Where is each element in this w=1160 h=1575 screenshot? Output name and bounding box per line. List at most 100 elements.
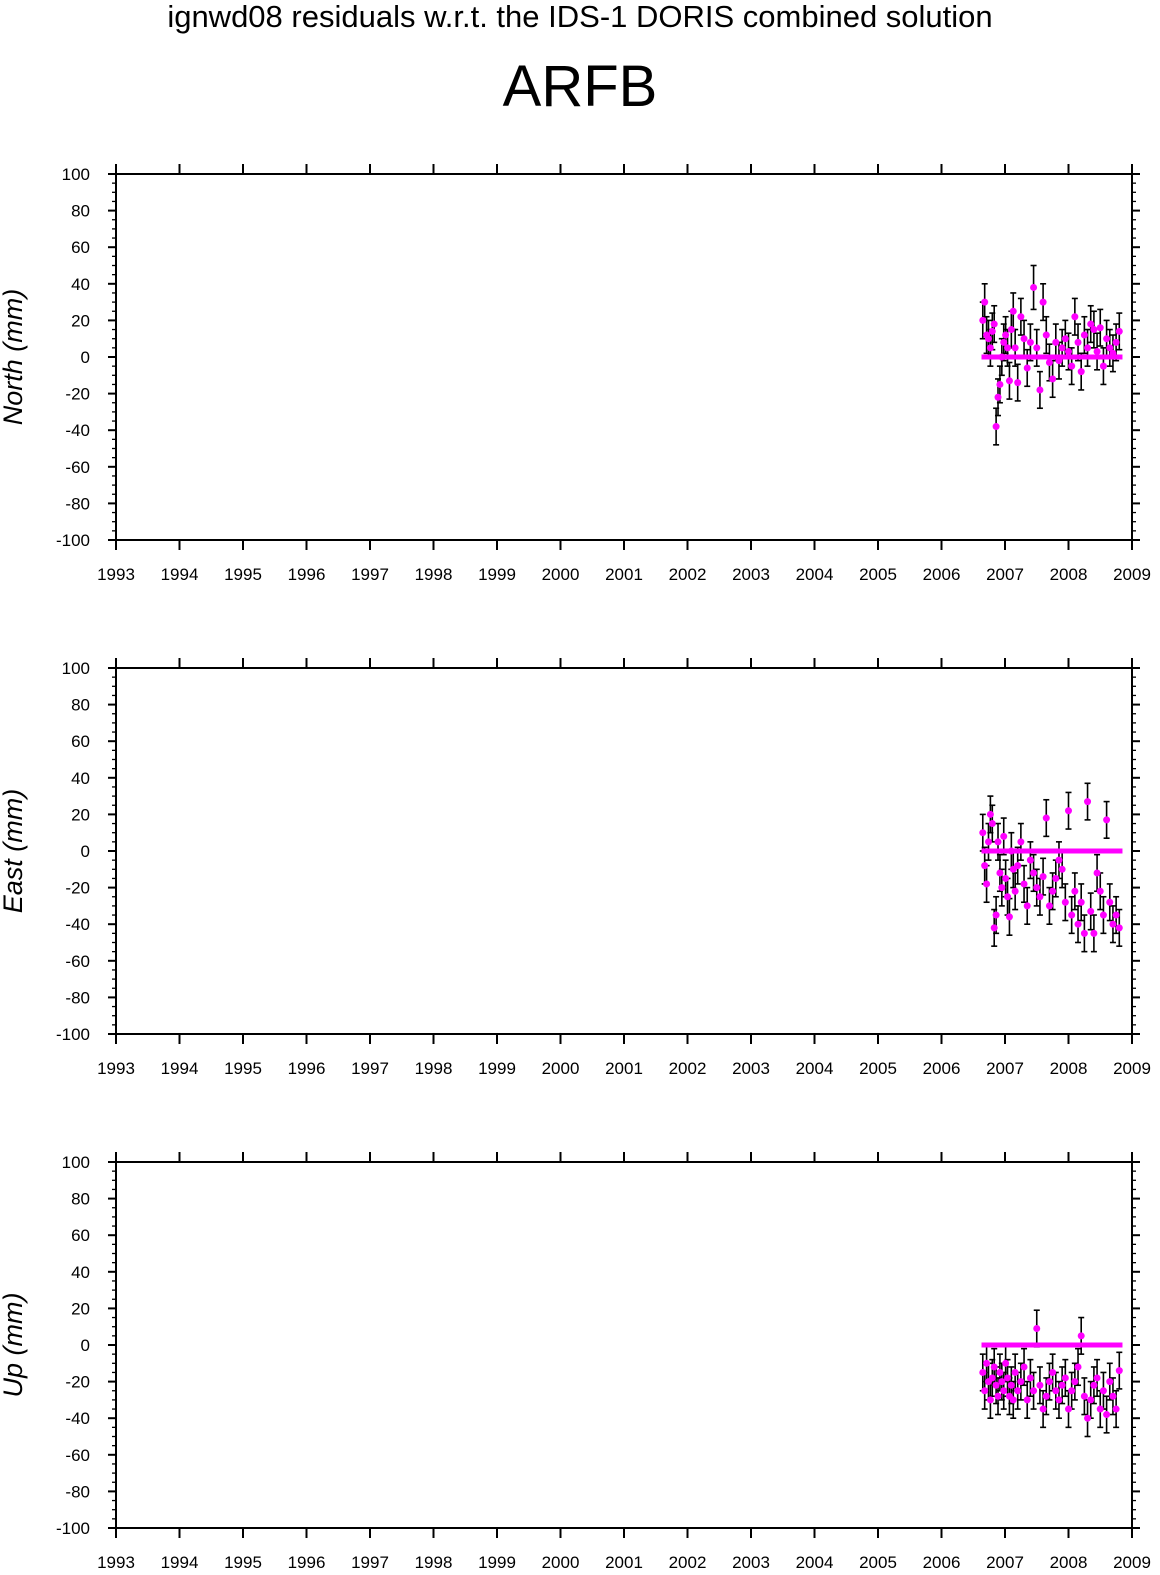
- data-point: [1007, 847, 1015, 855]
- data-point: [1068, 911, 1076, 919]
- data-point: [1074, 920, 1082, 928]
- data-point: [1115, 327, 1123, 335]
- data-point: [1068, 362, 1076, 370]
- x-tick-label: 2004: [796, 1059, 834, 1078]
- y-tick-label: 100: [62, 1153, 90, 1172]
- data-point: [1002, 331, 1010, 339]
- plot-panel-1: 1993 1994 1995 1996 1997 1998 1999 2000 2001 2002…: [0, 658, 1151, 1078]
- y-tick-label: -60: [65, 458, 90, 477]
- plot-panel-2: 1993 1994 1995 1996 1997 1998 1999 2000 2001 2002…: [0, 1152, 1151, 1572]
- data-point: [1011, 344, 1019, 352]
- data-point: [1077, 1332, 1085, 1340]
- x-tick-label: 1993: [97, 1553, 135, 1572]
- data-point: [1087, 320, 1095, 328]
- x-tick-label: 1996: [288, 565, 326, 584]
- data-point: [1042, 1392, 1050, 1400]
- data-point: [986, 344, 994, 352]
- y-tick-label: 0: [81, 1336, 90, 1355]
- data-point: [1093, 869, 1101, 877]
- data-point: [1065, 807, 1072, 815]
- data-point: [1020, 880, 1028, 888]
- y-tick-label: 100: [62, 659, 90, 678]
- data-point: [1023, 364, 1031, 372]
- data-point: [1036, 893, 1044, 901]
- data-point: [1023, 902, 1031, 910]
- data-point: [1004, 893, 1012, 901]
- data-point: [1115, 924, 1123, 932]
- plot-frame: [115, 1161, 1133, 1529]
- x-tick-label: 1994: [161, 1059, 199, 1078]
- data-point: [1084, 798, 1092, 806]
- x-tick-label: 2008: [1050, 1059, 1088, 1078]
- y-tick-label: -60: [65, 1446, 90, 1465]
- x-tick-label: 2005: [859, 565, 897, 584]
- data-point: [1002, 874, 1010, 882]
- data-point: [1074, 1363, 1082, 1371]
- data-point: [1090, 1381, 1098, 1389]
- data-point: [1009, 1396, 1017, 1404]
- data-point: [1014, 1387, 1022, 1395]
- data-point: [1007, 326, 1015, 334]
- data-point: [1080, 1392, 1088, 1400]
- data-point: [1036, 1381, 1044, 1389]
- data-point: [1000, 338, 1008, 346]
- data-point: [986, 1396, 994, 1404]
- y-tick-label: -80: [65, 988, 90, 1007]
- x-tick-label: 2007: [986, 565, 1024, 584]
- data-point: [1033, 1325, 1041, 1333]
- x-tick-label: 2009: [1113, 565, 1151, 584]
- x-tick-label: 2006: [923, 565, 961, 584]
- data-point: [1052, 338, 1060, 346]
- x-tick-label: 2000: [542, 1553, 580, 1572]
- data-point: [1033, 884, 1041, 892]
- data-point: [1061, 898, 1069, 906]
- data-point: [1011, 887, 1019, 895]
- data-point: [1039, 298, 1047, 306]
- data-point: [1065, 348, 1072, 356]
- data-point: [1045, 1378, 1053, 1386]
- data-point: [1026, 338, 1034, 346]
- x-tick-label: 2007: [986, 1059, 1024, 1078]
- x-tick-label: 2001: [605, 1553, 643, 1572]
- y-tick-label: 80: [71, 202, 90, 221]
- x-tick-label: 2000: [542, 1059, 580, 1078]
- x-tick-label: 1995: [224, 1059, 262, 1078]
- y-tick-label: 40: [71, 275, 90, 294]
- x-tick-label: 2001: [605, 565, 643, 584]
- data-point: [990, 924, 998, 932]
- data-point: [990, 320, 998, 328]
- figure-title: ignwd08 residuals w.r.t. the IDS-1 DORIS…: [167, 0, 993, 34]
- data-point: [1009, 307, 1017, 315]
- y-tick-label: -100: [56, 531, 90, 550]
- data-point: [998, 353, 1006, 361]
- data-point: [1049, 1368, 1057, 1376]
- data-point: [996, 869, 1004, 877]
- x-tick-label: 1994: [161, 1553, 199, 1572]
- data-point: [981, 862, 989, 870]
- data-point: [994, 838, 1002, 846]
- data-point: [1084, 1414, 1092, 1422]
- data-point: [1068, 1387, 1076, 1395]
- y-tick-label: -20: [65, 1373, 90, 1392]
- data-point: [1071, 313, 1079, 321]
- y-axis-label: North (mm): [0, 289, 28, 426]
- data-point: [1017, 838, 1025, 846]
- plot-frame: [115, 667, 1133, 1035]
- data-point: [994, 393, 1002, 401]
- data-point: [1087, 1396, 1095, 1404]
- y-tick-label: -20: [65, 385, 90, 404]
- data-point: [998, 1378, 1006, 1386]
- data-point: [994, 1392, 1002, 1400]
- data-point: [1055, 357, 1063, 365]
- data-point: [1103, 1411, 1111, 1419]
- data-point: [1077, 368, 1085, 376]
- x-tick-label: 1999: [478, 565, 516, 584]
- y-tick-label: 20: [71, 311, 90, 330]
- x-tick-label: 2005: [859, 1553, 897, 1572]
- data-point: [990, 1363, 998, 1371]
- data-point: [1014, 379, 1022, 387]
- x-tick-label: 2003: [732, 1059, 770, 1078]
- y-tick-label: 20: [71, 1299, 90, 1318]
- data-point: [1004, 344, 1012, 352]
- x-tick-label: 2009: [1113, 1553, 1151, 1572]
